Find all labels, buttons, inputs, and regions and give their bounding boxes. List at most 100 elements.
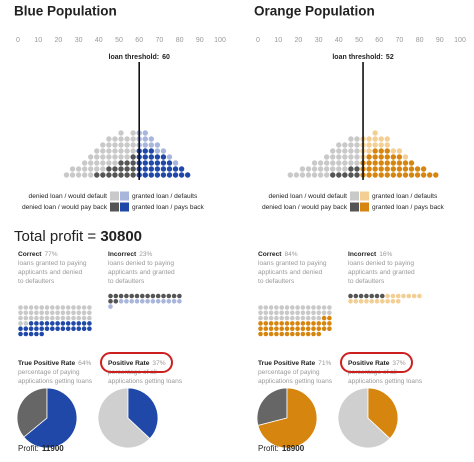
outcome-dot — [44, 310, 50, 316]
x-tick-label: 60 — [135, 37, 143, 44]
applicant-dot — [148, 160, 155, 166]
applicant-dot — [293, 172, 300, 178]
applicant-dot — [112, 148, 118, 154]
outcome-dot — [28, 321, 34, 326]
outcome-dot — [295, 310, 300, 316]
applicant-dot — [130, 154, 136, 160]
outcome-dot — [44, 326, 50, 332]
outcome-dot — [65, 315, 71, 321]
outcome-dot — [279, 331, 285, 337]
applicant-dot — [106, 160, 112, 166]
outcome-dot — [358, 293, 364, 299]
legend-swatch — [350, 202, 359, 212]
applicant-dot — [100, 166, 106, 172]
applicant-dot — [130, 136, 136, 142]
x-tick-label: 30 — [75, 37, 83, 44]
applicant-dot — [342, 160, 348, 166]
outcome-dot — [311, 315, 316, 321]
outcome-dot — [300, 321, 306, 326]
applicant-dot — [100, 148, 106, 154]
applicant-dot — [112, 172, 118, 178]
applicant-dot — [142, 130, 148, 136]
outcome-dot — [348, 299, 353, 304]
outcome-dot — [390, 299, 396, 304]
applicant-dot — [366, 172, 372, 178]
applicant-dot — [166, 154, 173, 160]
applicant-dot — [384, 136, 390, 142]
applicant-dot — [142, 160, 148, 166]
correct-heading-label: Correct — [18, 251, 42, 258]
profit: Profit: 18900 — [258, 444, 305, 453]
correct-heading-value: 77% — [44, 251, 57, 258]
applicant-dot — [106, 148, 112, 154]
legend-label: denied loan / would pay back — [262, 204, 348, 211]
applicant-dot — [372, 148, 378, 154]
outcome-dot — [385, 299, 390, 304]
applicant-dot — [130, 172, 136, 178]
outcome-dot — [50, 315, 55, 321]
outcome-dot — [50, 310, 55, 316]
tpr-heading-value: 71% — [318, 360, 331, 367]
outcome-dot — [263, 321, 269, 326]
applicant-dot — [366, 154, 372, 160]
applicant-dot — [378, 142, 384, 148]
outcome-dot — [369, 293, 375, 299]
applicant-dot — [378, 154, 384, 160]
applicant-dot — [336, 148, 342, 154]
outcome-dot — [155, 293, 161, 299]
outcome-dot — [28, 331, 34, 337]
correct-heading-label: Correct — [258, 251, 282, 258]
applicant-dot — [160, 160, 167, 166]
applicant-dot — [118, 130, 124, 136]
outcome-dot — [155, 299, 161, 304]
applicant-dot — [94, 154, 100, 160]
x-tick-label: 50 — [355, 37, 363, 44]
applicant-dot — [172, 166, 179, 172]
applicant-dot — [124, 148, 130, 154]
outcome-dot — [327, 305, 332, 310]
tpr-description: percentage of paying — [18, 369, 80, 376]
outcome-dot — [161, 299, 166, 304]
applicant-dot — [142, 166, 148, 172]
applicant-dot — [118, 172, 124, 178]
outcome-dot — [113, 299, 119, 304]
outcome-dot — [327, 321, 332, 326]
outcome-dot — [65, 305, 71, 310]
applicant-dot — [348, 148, 354, 154]
applicant-dot — [88, 166, 94, 172]
applicant-dot — [154, 172, 161, 178]
applicant-dot — [372, 160, 378, 166]
applicant-dot — [75, 172, 82, 178]
incorrect-description: applicants and granted — [348, 269, 415, 276]
outcome-dot — [18, 331, 23, 337]
panel-title: Orange Population — [254, 4, 375, 19]
applicant-dot — [378, 148, 384, 154]
applicant-dot — [100, 160, 106, 166]
outcome-dot — [401, 293, 406, 299]
outcome-dot — [28, 315, 34, 321]
legend-label: denied loan / would pay back — [22, 204, 108, 211]
outcome-dot — [268, 331, 274, 337]
applicant-dot — [402, 160, 409, 166]
applicant-dot — [354, 148, 360, 154]
applicant-dot — [323, 166, 330, 172]
outcome-dot — [268, 305, 274, 310]
applicant-dot — [154, 160, 161, 166]
pie-slice — [127, 387, 159, 440]
outcome-dot — [50, 321, 55, 326]
outcome-dot — [284, 310, 290, 316]
outcome-dot — [290, 321, 295, 326]
outcome-dot — [284, 321, 290, 326]
x-tick-label: 90 — [196, 37, 204, 44]
outcome-dot — [71, 315, 76, 321]
outcome-dot — [18, 321, 23, 326]
outcome-dot — [34, 315, 39, 321]
outcome-dot — [279, 310, 285, 316]
pie-slice — [257, 387, 318, 449]
outcome-dot — [71, 310, 76, 316]
applicant-dot — [299, 166, 306, 172]
outcome-dot — [65, 310, 71, 316]
outcome-dot — [76, 321, 82, 326]
outcome-dot — [34, 305, 39, 310]
pie-remainder — [337, 387, 391, 449]
